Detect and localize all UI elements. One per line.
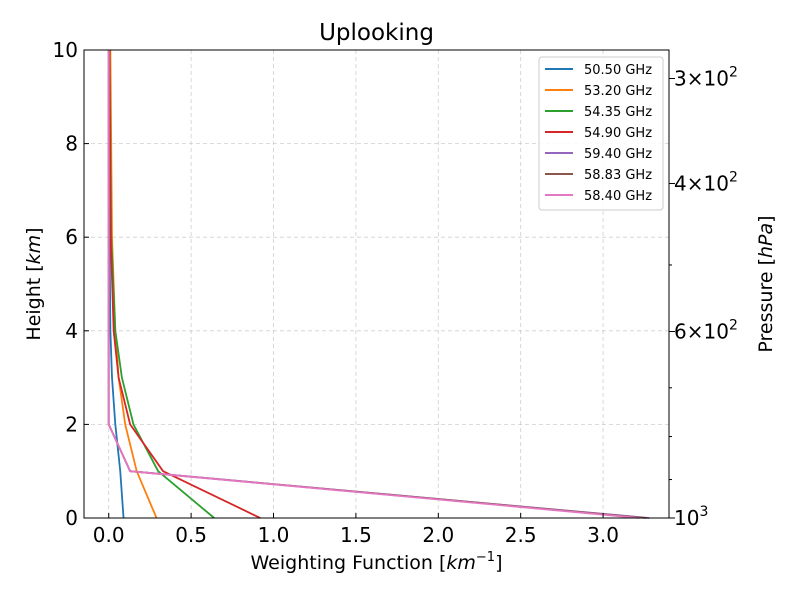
x-tick-label: 0.0 [93, 523, 125, 547]
tick-labels: 0.0 0.5 1.0 1.5 2.0 2.5 3.0 0 2 4 6 8 10 3×102 4×102 6×… [53, 38, 738, 547]
y-axis-title: Height [km] [23, 227, 45, 340]
y2-axis-title: Pressure [hPa] [755, 215, 777, 352]
y-tick-label: 10 [53, 38, 78, 62]
y-tick-label: 4 [65, 319, 78, 343]
legend-label: 54.90 GHz [584, 126, 652, 141]
y-axis-title-close: ] [23, 227, 45, 234]
y2-tick-label: 4×102 [674, 170, 738, 196]
y2-tick-label: 6×102 [674, 318, 738, 344]
x-tick-label: 2.0 [422, 523, 454, 547]
x-axis-title-close: ] [495, 552, 502, 574]
y2-tick-label: 3×102 [674, 65, 738, 91]
legend-label: 50.50 GHz [584, 63, 652, 78]
x-axis-title-text: Weighting Function [ [251, 552, 447, 574]
legend-label: 53.20 GHz [584, 84, 652, 99]
series-line-4 [108, 49, 261, 519]
y2-tick-label: 103 [674, 504, 708, 530]
legend: 50.50 GHz 53.20 GHz 54.35 GHz 54.90 GHz 59.4… [538, 56, 664, 211]
y-tick-label: 6 [65, 225, 78, 249]
ticks [84, 49, 675, 519]
y-tick-label: 8 [65, 132, 78, 156]
series-lines [107, 49, 650, 519]
x-axis-title: Weighting Function [km−1] [251, 550, 503, 574]
x-tick-label: 3.0 [587, 523, 619, 547]
legend-box [538, 56, 664, 211]
legend-label: 59.40 GHz [584, 147, 652, 162]
legend-label: 58.83 GHz [584, 168, 652, 183]
chart-title: Uplooking [319, 20, 434, 46]
y2-axis-title-close: ] [755, 215, 777, 222]
legend-label: 54.35 GHz [584, 105, 652, 120]
y-axis-title-unit: km [23, 235, 45, 265]
x-tick-label: 2.5 [505, 523, 537, 547]
x-tick-label: 0.5 [175, 523, 207, 547]
y2-axis-title-text: Pressure [ [755, 258, 777, 353]
x-tick-label: 1.0 [258, 523, 290, 547]
x-tick-label: 1.5 [340, 523, 372, 547]
x-axis-title-unit: km [446, 552, 476, 574]
series-line-7 [107, 50, 640, 519]
y-tick-label: 0 [65, 506, 78, 530]
legend-label: 58.40 GHz [584, 189, 652, 204]
y-tick-label: 2 [65, 412, 78, 436]
x-axis-title-exponent: −1 [476, 550, 495, 565]
plot-frame [83, 49, 670, 519]
y2-axis-title-unit: hPa [755, 223, 777, 258]
y-axis-title-text: Height [ [23, 264, 45, 340]
